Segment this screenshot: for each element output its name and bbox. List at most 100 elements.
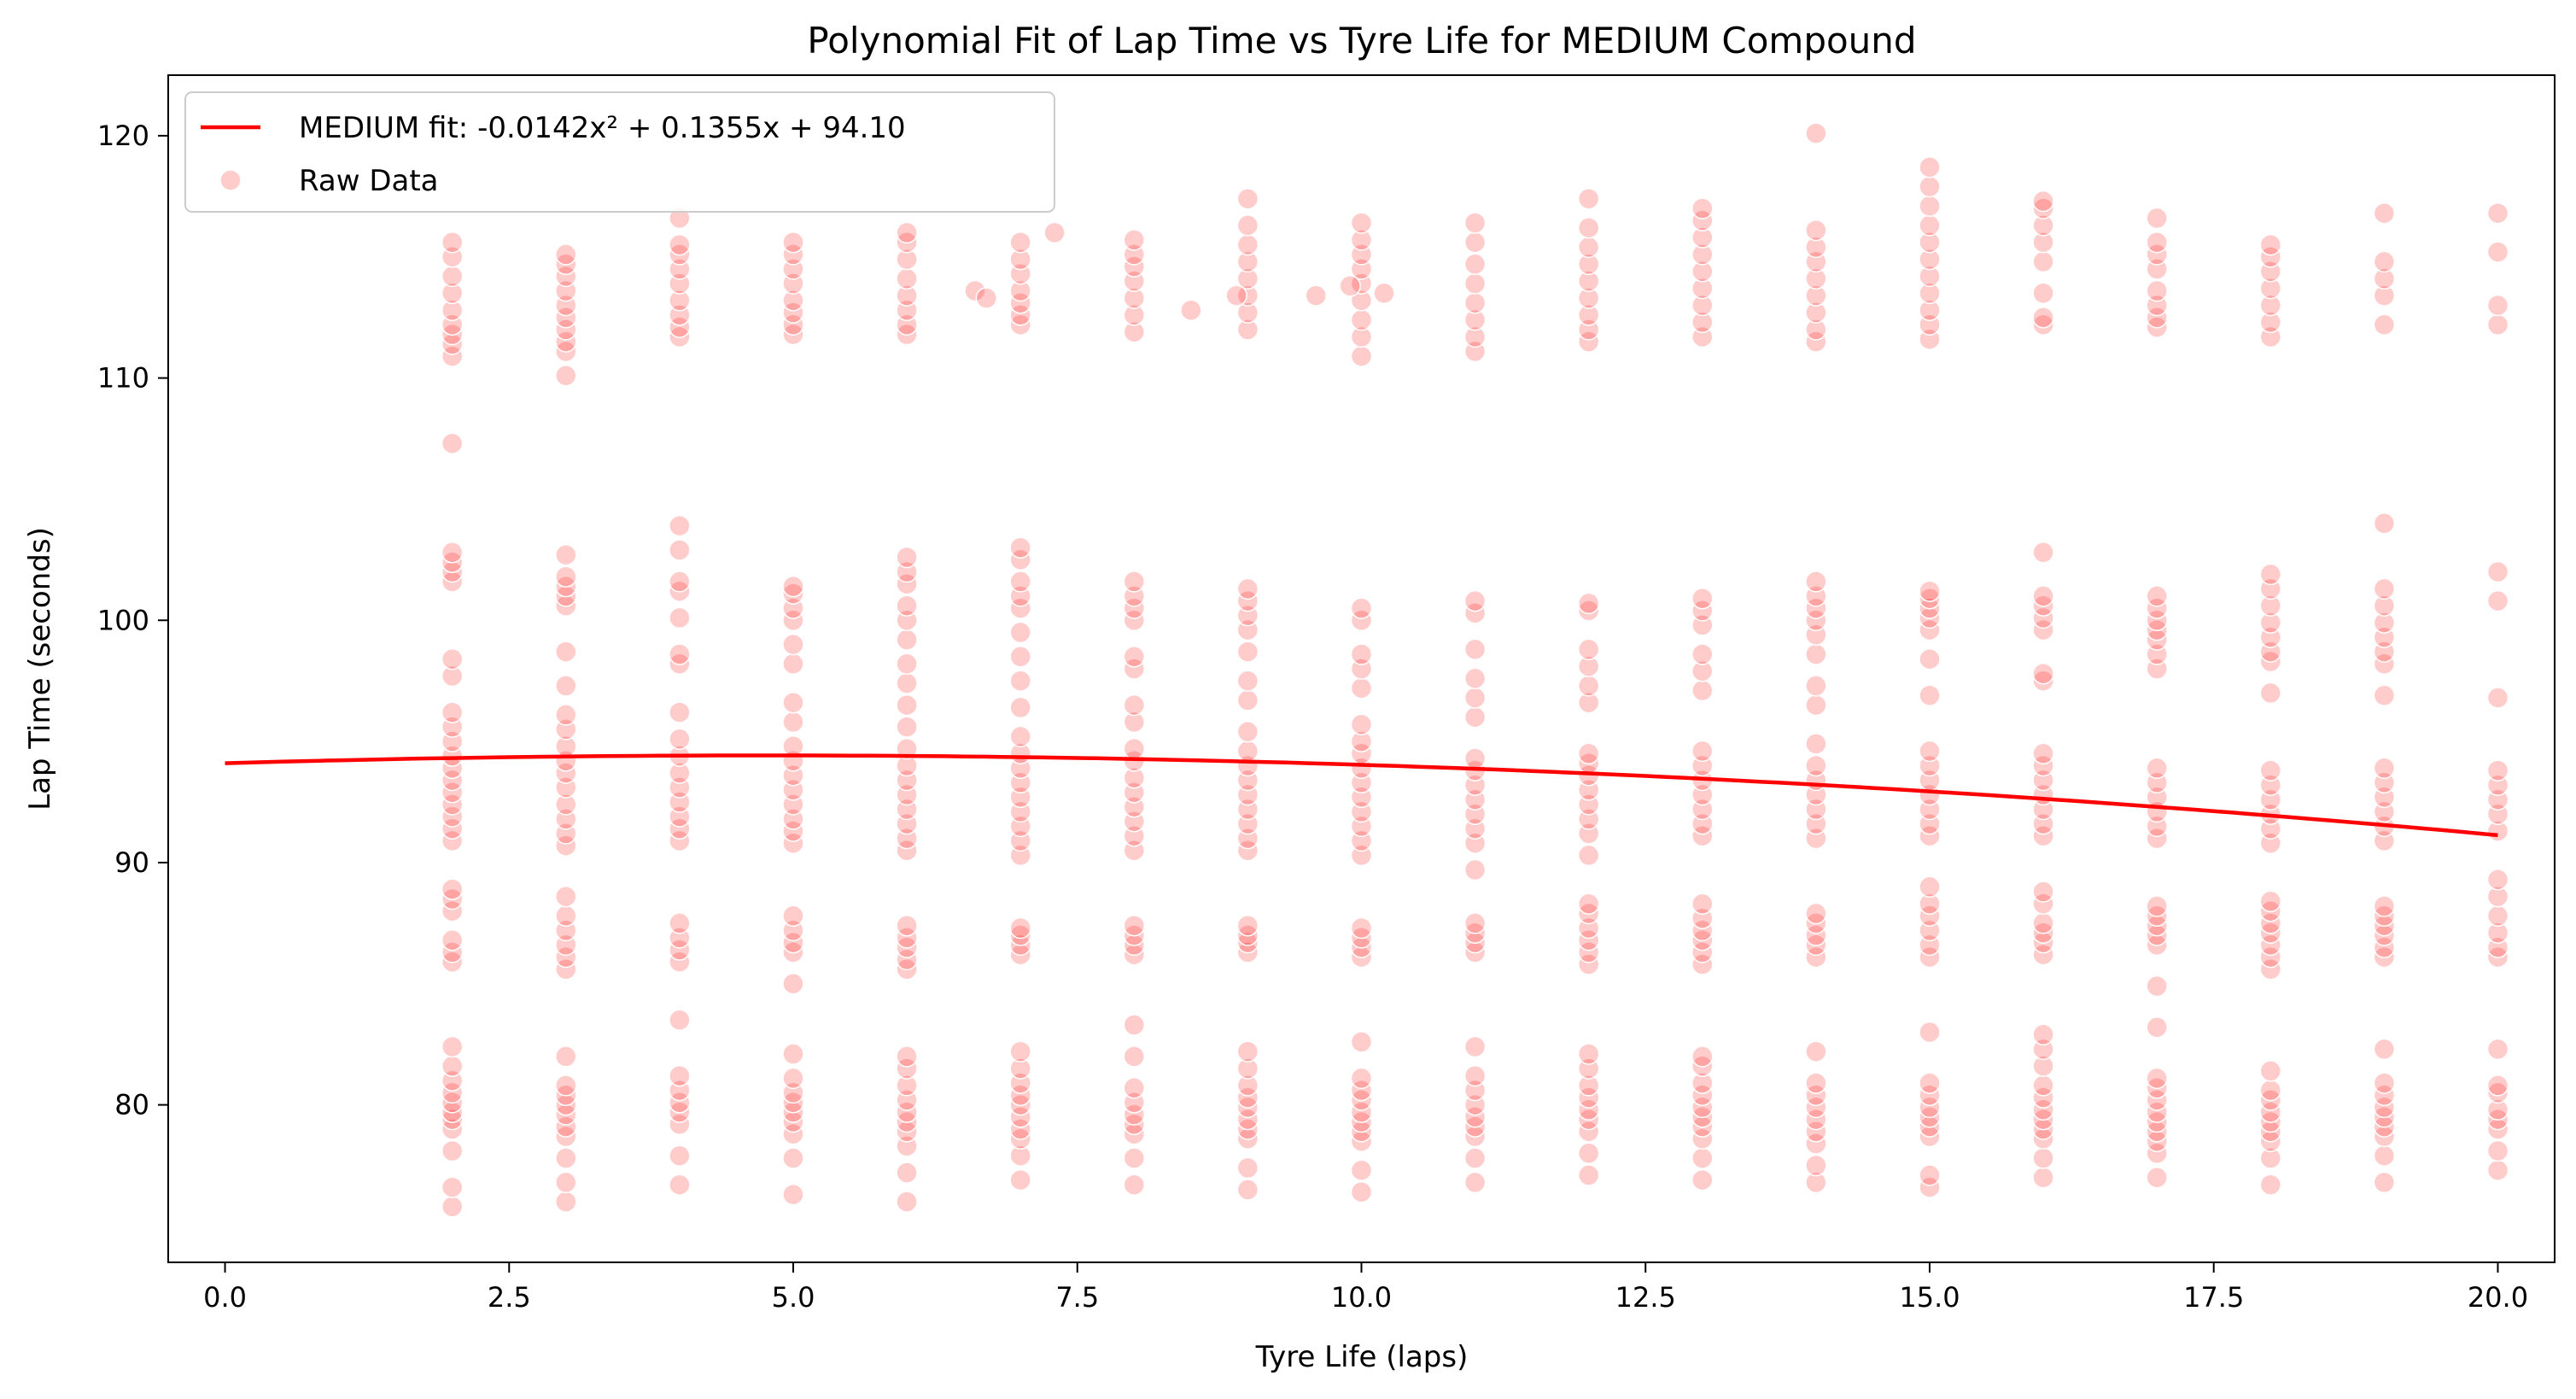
- raw-data-point: [1805, 675, 1827, 697]
- raw-data-point: [1577, 600, 1600, 622]
- raw-data-point: [2032, 618, 2054, 641]
- raw-data-point: [1805, 236, 1827, 259]
- raw-data-point: [669, 939, 691, 961]
- y-tick-label: 100: [97, 604, 149, 636]
- raw-data-point: [1463, 858, 1487, 881]
- raw-data-point: [441, 878, 464, 900]
- raw-data-point: [555, 365, 577, 387]
- raw-data-point: [1691, 953, 1714, 975]
- raw-data-point: [896, 840, 918, 862]
- raw-data-point: [441, 1139, 464, 1162]
- raw-data-point: [2373, 757, 2396, 780]
- raw-data-point: [2259, 759, 2282, 781]
- raw-data-point: [1919, 684, 1941, 706]
- raw-data-point: [1577, 893, 1600, 915]
- raw-data-point: [555, 331, 577, 353]
- raw-data-point: [2032, 912, 2054, 934]
- raw-data-point: [1350, 290, 1373, 312]
- x-tick-label: 12.5: [1615, 1281, 1676, 1314]
- raw-data-point: [1123, 1077, 1146, 1099]
- raw-data-point: [782, 1183, 804, 1206]
- raw-data-point: [441, 1055, 464, 1077]
- raw-data-point: [1805, 1084, 1827, 1107]
- raw-data-point: [1577, 1142, 1600, 1165]
- raw-data-point: [782, 575, 804, 598]
- x-axis: 0.0 2.5 5.0 7.5 10.0 12.5 15.0 17.5 20.0: [203, 1262, 2528, 1314]
- raw-data-point: [1236, 1108, 1259, 1131]
- raw-data-point: [2259, 934, 2282, 957]
- raw-data-point: [2146, 1101, 2168, 1123]
- raw-data-point: [2259, 890, 2282, 913]
- raw-data-point: [1463, 912, 1487, 934]
- raw-data-point: [1691, 643, 1714, 665]
- raw-data-point: [669, 606, 691, 629]
- raw-data-point: [1009, 548, 1031, 571]
- raw-data-point: [1919, 824, 1941, 847]
- raw-data-point: [2486, 560, 2509, 583]
- raw-data-point: [2032, 250, 2054, 273]
- raw-data-point: [2032, 1147, 2054, 1169]
- raw-data-point: [2486, 241, 2509, 263]
- raw-data-point: [669, 539, 691, 561]
- raw-data-point: [555, 1045, 577, 1068]
- raw-data-point: [1691, 600, 1714, 622]
- raw-data-point: [896, 1074, 918, 1097]
- raw-data-point: [2032, 313, 2054, 336]
- raw-data-point: [555, 265, 577, 288]
- raw-data-point: [669, 817, 691, 840]
- raw-data-point: [1350, 1079, 1373, 1102]
- raw-data-point: [1009, 1084, 1031, 1107]
- raw-data-point: [1691, 941, 1714, 963]
- raw-data-point: [1123, 658, 1146, 680]
- raw-data-point: [1691, 660, 1714, 682]
- raw-data-point: [2486, 294, 2509, 317]
- raw-data-point: [1236, 641, 1259, 663]
- raw-data-point: [1577, 691, 1600, 714]
- raw-data-point: [1350, 597, 1373, 619]
- raw-data-point: [1350, 229, 1373, 251]
- raw-data-point: [1577, 216, 1600, 239]
- raw-data-point: [896, 594, 918, 617]
- raw-data-point: [1577, 928, 1600, 951]
- raw-data-point: [2486, 1098, 2509, 1121]
- raw-data-point: [2373, 267, 2396, 290]
- raw-data-point: [2259, 945, 2282, 969]
- raw-data-point: [441, 231, 464, 254]
- raw-data-point: [964, 279, 986, 302]
- raw-data-point: [555, 704, 577, 726]
- raw-data-point: [2373, 313, 2396, 336]
- raw-data-point: [1236, 589, 1259, 612]
- raw-data-point: [2032, 197, 2054, 220]
- raw-data-point: [441, 1196, 464, 1218]
- raw-data-point: [1009, 279, 1031, 302]
- raw-data-point: [1009, 1144, 1031, 1167]
- raw-data-point: [441, 1035, 464, 1058]
- raw-data-point: [1919, 647, 1941, 670]
- raw-data-point: [1123, 1045, 1146, 1068]
- raw-data-point: [1180, 299, 1202, 321]
- raw-data-point: [1805, 1133, 1827, 1155]
- raw-data-point: [1691, 587, 1714, 610]
- x-tick-label: 0.0: [203, 1281, 247, 1314]
- raw-data-point: [669, 912, 691, 934]
- raw-data-point: [555, 1191, 577, 1213]
- raw-data-point: [1577, 1074, 1600, 1097]
- raw-data-point: [1009, 1057, 1031, 1080]
- raw-data-point: [1919, 195, 1941, 217]
- raw-data-point: [1236, 721, 1259, 743]
- raw-data-point: [2486, 1159, 2509, 1181]
- raw-data-point: [1236, 670, 1259, 692]
- raw-data-point: [555, 834, 577, 857]
- raw-data-point: [1919, 945, 1941, 969]
- raw-data-point: [1373, 282, 1395, 305]
- raw-data-point: [1691, 740, 1714, 763]
- raw-data-point: [782, 691, 804, 714]
- raw-data-point: [555, 543, 577, 566]
- raw-data-point: [896, 267, 918, 290]
- raw-data-point: [2259, 311, 2282, 334]
- raw-data-point: [555, 885, 577, 908]
- raw-data-point: [1236, 1156, 1259, 1179]
- raw-data-point: [1691, 679, 1714, 702]
- y-axis: 80 90 100 110 120: [97, 120, 168, 1121]
- raw-data-point: [1236, 689, 1259, 711]
